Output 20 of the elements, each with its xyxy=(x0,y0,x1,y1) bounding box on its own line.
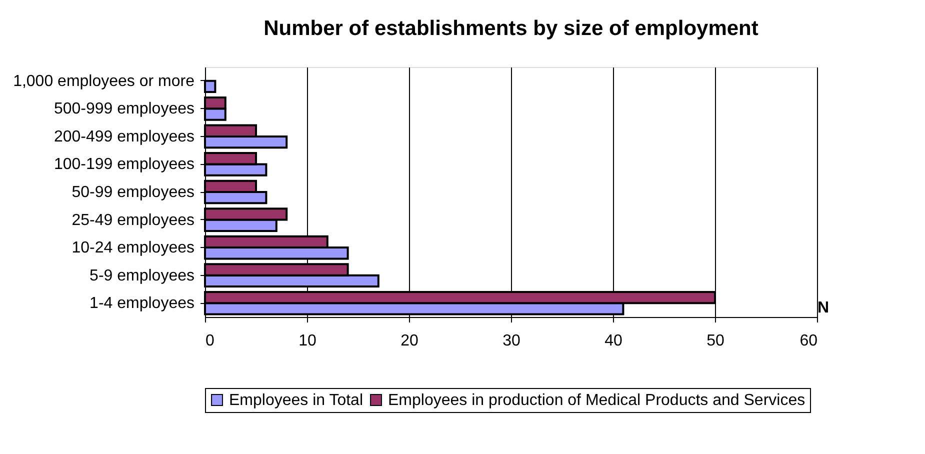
x-tick-label: 0 xyxy=(206,332,214,350)
y-tick-label: 5-9 employees xyxy=(90,267,194,284)
y-tick-label: 200-499 employees xyxy=(54,128,194,146)
x-tick-label: 10 xyxy=(298,332,316,350)
y-tick-label: 500-999 employees xyxy=(54,100,194,118)
y-tick-label: 25-49 employees xyxy=(72,212,194,229)
y-tick-label: 10-24 employees xyxy=(72,240,194,257)
x-axis-title: N xyxy=(818,300,830,316)
x-tick-label: 60 xyxy=(800,332,818,350)
legend-label: Employees in Total xyxy=(229,392,363,409)
y-tick-label: 1,000 employees or more xyxy=(13,72,195,90)
y-tick-label: 1-4 employees xyxy=(90,295,194,312)
chart-title: Number of establishments by size of employment xyxy=(264,17,758,40)
y-tick-label: 100-199 employees xyxy=(54,156,194,174)
x-tick-label: 20 xyxy=(400,332,418,350)
x-tick-label: 40 xyxy=(604,332,622,350)
x-tick-label: 50 xyxy=(706,332,724,350)
y-tick-label: 50-99 employees xyxy=(72,184,194,201)
legend-label: Employees in production of Medical Products and Services xyxy=(388,392,806,409)
x-tick-label: 30 xyxy=(502,332,520,350)
